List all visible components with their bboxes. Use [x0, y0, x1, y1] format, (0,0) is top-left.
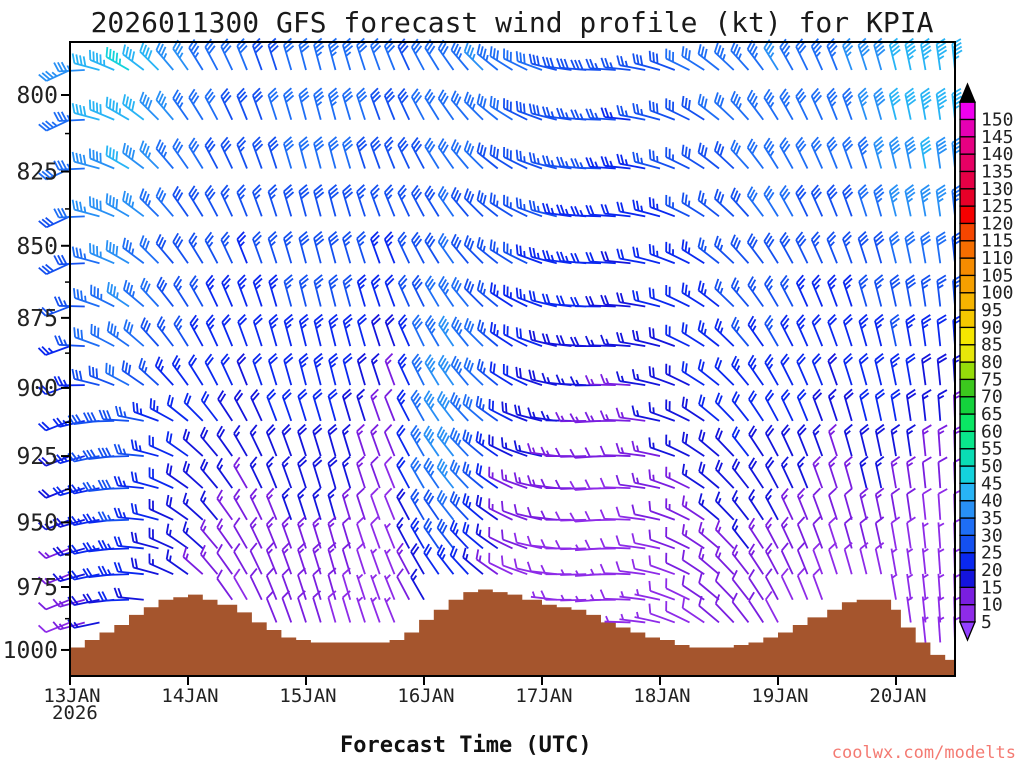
- x-tick-label: 13JAN: [43, 685, 100, 707]
- colorbar-box: [959, 586, 976, 606]
- colorbar-tick-label: 145: [981, 127, 1014, 148]
- y-axis: 800 825 850 875 900 925 950 975 1000: [3, 83, 70, 664]
- y-tick-label: 800: [16, 83, 58, 109]
- colorbar-tick-label: 20: [981, 560, 1003, 581]
- y-tick-label: 825: [16, 160, 58, 186]
- colorbar-tick-label: 110: [981, 248, 1014, 269]
- colorbar-box: [959, 569, 976, 588]
- colorbar-box: [959, 326, 976, 346]
- colorbar-box: [959, 170, 976, 190]
- colorbar-tick-label: 65: [981, 404, 1003, 425]
- watermark: coolwx.com/modelts: [831, 743, 1016, 763]
- wind-barb-field: [37, 37, 964, 643]
- colorbar: 5101520253035404550556065707580859095100…: [959, 82, 1014, 642]
- colorbar-box: [959, 188, 976, 207]
- colorbar-tick-label: 105: [981, 265, 1014, 286]
- colorbar-box: [959, 552, 976, 571]
- colorbar-box: [959, 534, 976, 554]
- colorbar-tick-label: 5: [981, 612, 992, 633]
- colorbar-tick-label: 25: [981, 543, 1003, 564]
- colorbar-tick-label: 150: [981, 109, 1014, 130]
- y-tick-label: 1000: [3, 638, 58, 664]
- colorbar-box: [959, 101, 976, 121]
- x-tick-label: 16JAN: [397, 685, 454, 707]
- colorbar-tick-label: 95: [981, 300, 1003, 321]
- colorbar-box: [959, 448, 976, 467]
- colorbar-tick-label: 30: [981, 525, 1003, 546]
- colorbar-box: [959, 482, 976, 502]
- x-tick-label: 20JAN: [869, 685, 926, 707]
- colorbar-tick-label: 90: [981, 317, 1003, 338]
- colorbar-under-arrow: [959, 621, 976, 642]
- colorbar-tick-label: 130: [981, 179, 1014, 200]
- colorbar-tick-label: 125: [981, 196, 1014, 217]
- colorbar-box: [959, 378, 976, 398]
- colorbar-tick-label: 115: [981, 231, 1014, 252]
- y-tick-label: 850: [16, 234, 58, 260]
- colorbar-box: [959, 309, 976, 329]
- colorbar-box: [959, 240, 976, 259]
- colorbar-box: [959, 500, 976, 519]
- colorbar-box: [959, 257, 976, 277]
- colorbar-box: [959, 517, 976, 537]
- terrain-fill: [70, 589, 955, 676]
- colorbar-over-arrow: [959, 82, 976, 103]
- colorbar-tick-label: 120: [981, 213, 1014, 234]
- x-axis: 13JAN 14JAN 15JAN 16JAN 17JAN 18JAN 19JAN 20JAN: [43, 676, 927, 707]
- x-tick-label: 15JAN: [279, 685, 336, 707]
- colorbar-tick-label: 135: [981, 161, 1014, 182]
- chart-title: 2026011300 GFS forecast wind profile (kt…: [90, 6, 934, 39]
- colorbar-tick-label: 10: [981, 595, 1003, 616]
- colorbar-box: [959, 361, 976, 381]
- colorbar-box: [959, 604, 976, 623]
- colorbar-tick-label: 40: [981, 491, 1003, 512]
- colorbar-box: [959, 430, 976, 450]
- y-tick-label: 900: [16, 376, 58, 402]
- x-tick-label: 17JAN: [515, 685, 572, 707]
- colorbar-box: [959, 344, 976, 363]
- colorbar-tick-label: 70: [981, 387, 1003, 408]
- colorbar-tick-label: 35: [981, 508, 1003, 529]
- x-tick-label: 19JAN: [751, 685, 808, 707]
- x-axis-year-label: 2026: [52, 702, 98, 724]
- colorbar-tick-label: 50: [981, 456, 1003, 477]
- x-tick-label: 18JAN: [633, 685, 690, 707]
- y-tick-label: 875: [16, 306, 58, 332]
- colorbar-box: [959, 153, 976, 173]
- x-axis-title: Forecast Time (UTC): [340, 733, 592, 758]
- y-tick-label: 925: [16, 444, 58, 470]
- colorbar-tick-label: 45: [981, 473, 1003, 494]
- colorbar-tick-label: 15: [981, 577, 1003, 598]
- plot-frame: [69, 41, 956, 677]
- colorbar-tick-label: 140: [981, 144, 1014, 165]
- colorbar-box: [959, 396, 976, 415]
- colorbar-tick-label: 100: [981, 283, 1014, 304]
- colorbar-box: [959, 118, 976, 138]
- x-tick-label: 14JAN: [161, 685, 218, 707]
- colorbar-tick-label: 75: [981, 369, 1003, 390]
- colorbar-tick-label: 60: [981, 421, 1003, 442]
- colorbar-box: [959, 205, 976, 225]
- y-tick-label: 975: [16, 575, 58, 601]
- colorbar-box: [959, 222, 976, 242]
- colorbar-tick-label: 85: [981, 335, 1003, 356]
- colorbar-tick-label: 55: [981, 439, 1003, 460]
- y-tick-label: 950: [16, 510, 58, 536]
- colorbar-box: [959, 274, 976, 294]
- colorbar-box: [959, 465, 976, 485]
- colorbar-box: [959, 292, 976, 311]
- colorbar-box: [959, 136, 976, 155]
- colorbar-tick-label: 80: [981, 352, 1003, 373]
- colorbar-box: [959, 413, 976, 433]
